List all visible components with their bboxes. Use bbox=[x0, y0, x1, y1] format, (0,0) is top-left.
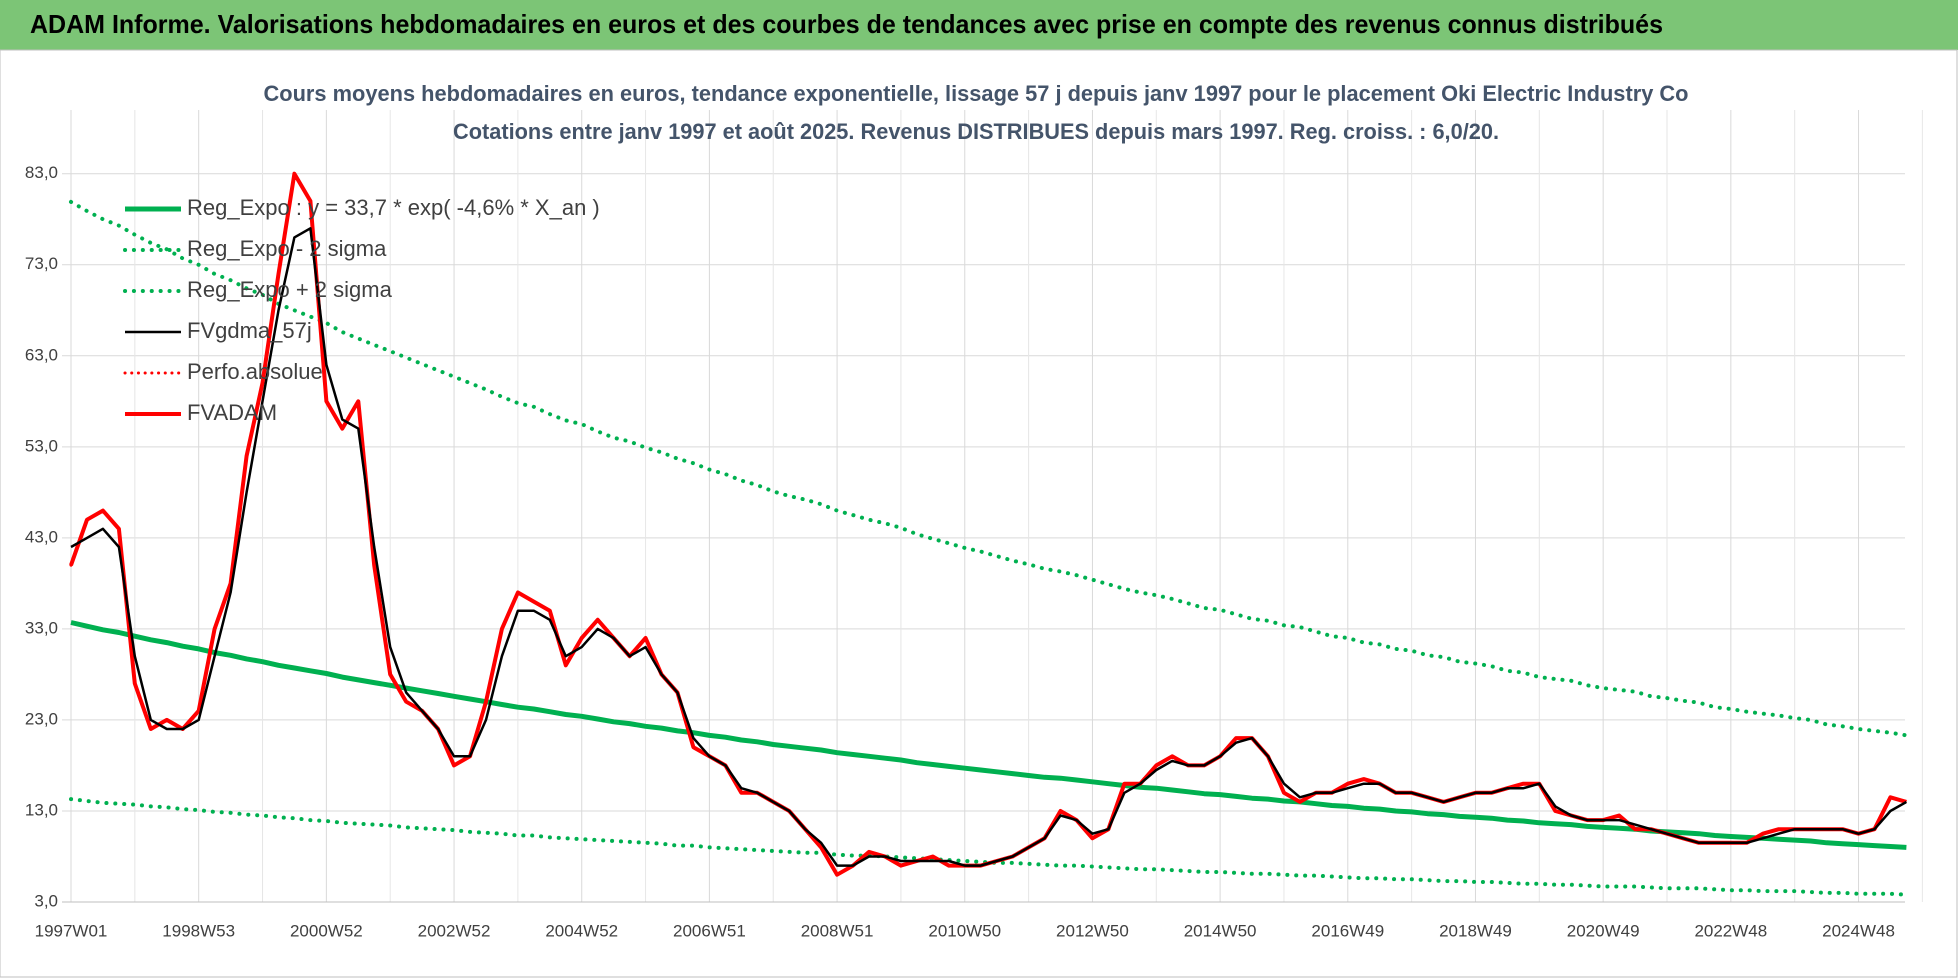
y-tick-label: 83,0 bbox=[25, 163, 58, 182]
x-tick-label: 2012W50 bbox=[1056, 921, 1129, 940]
y-tick-label: 73,0 bbox=[25, 254, 58, 273]
x-tick-label: 2000W52 bbox=[290, 921, 363, 940]
x-tick-label: 2006W51 bbox=[673, 921, 746, 940]
y-tick-label: 13,0 bbox=[25, 800, 58, 819]
y-tick-label: 33,0 bbox=[25, 618, 58, 637]
header-bar bbox=[0, 0, 1958, 50]
x-tick-label: 2020W49 bbox=[1567, 921, 1640, 940]
plot-area: 3,0 13,0 23,0 33,0 43,0 53,0 63,0 73,0 83,0 1997W… bbox=[25, 110, 1923, 940]
series-line bbox=[69, 199, 1909, 738]
chart-subtitle: Cotations entre janv 1997 et août 2025. … bbox=[453, 119, 1499, 144]
legend-label: Reg_Expo : y = 33,7 * exp( -4,6% * X_an … bbox=[187, 195, 600, 220]
y-tick-label: 43,0 bbox=[25, 527, 58, 546]
legend-label: Reg_Expo - 2 sigma bbox=[187, 236, 387, 261]
legend-label: Reg_Expo + 2 sigma bbox=[187, 277, 393, 302]
x-tick-label: 2024W48 bbox=[1822, 921, 1895, 940]
x-tick-label: 2004W52 bbox=[545, 921, 618, 940]
x-tick-label: 2008W51 bbox=[801, 921, 874, 940]
x-tick-label: 2016W49 bbox=[1311, 921, 1384, 940]
header-title: ADAM Informe. Valorisations hebdomadaire… bbox=[30, 9, 1663, 39]
x-tick-label: 1997W01 bbox=[35, 921, 108, 940]
x-tick-label: 2014W50 bbox=[1184, 921, 1257, 940]
y-tick-label: 63,0 bbox=[25, 345, 58, 364]
legend-label: Perfo.absolue bbox=[187, 359, 323, 384]
legend-label: FVADAM bbox=[187, 400, 277, 425]
y-tick-label: 3,0 bbox=[34, 891, 58, 910]
series-line bbox=[70, 620, 1907, 850]
x-tick-label: 2018W49 bbox=[1439, 921, 1512, 940]
x-tick-label: 2002W52 bbox=[418, 921, 491, 940]
x-tick-label: 1998W53 bbox=[162, 921, 235, 940]
chart-title: Cours moyens hebdomadaires en euros, ten… bbox=[264, 81, 1689, 106]
x-tick-label: 2010W50 bbox=[928, 921, 1001, 940]
y-tick-label: 53,0 bbox=[25, 436, 58, 455]
series-line bbox=[69, 797, 1909, 897]
x-tick-label: 2022W48 bbox=[1694, 921, 1767, 940]
series-line bbox=[70, 227, 1908, 867]
legend-label: FVgdma_57j bbox=[187, 318, 312, 343]
y-tick-label: 23,0 bbox=[25, 709, 58, 728]
